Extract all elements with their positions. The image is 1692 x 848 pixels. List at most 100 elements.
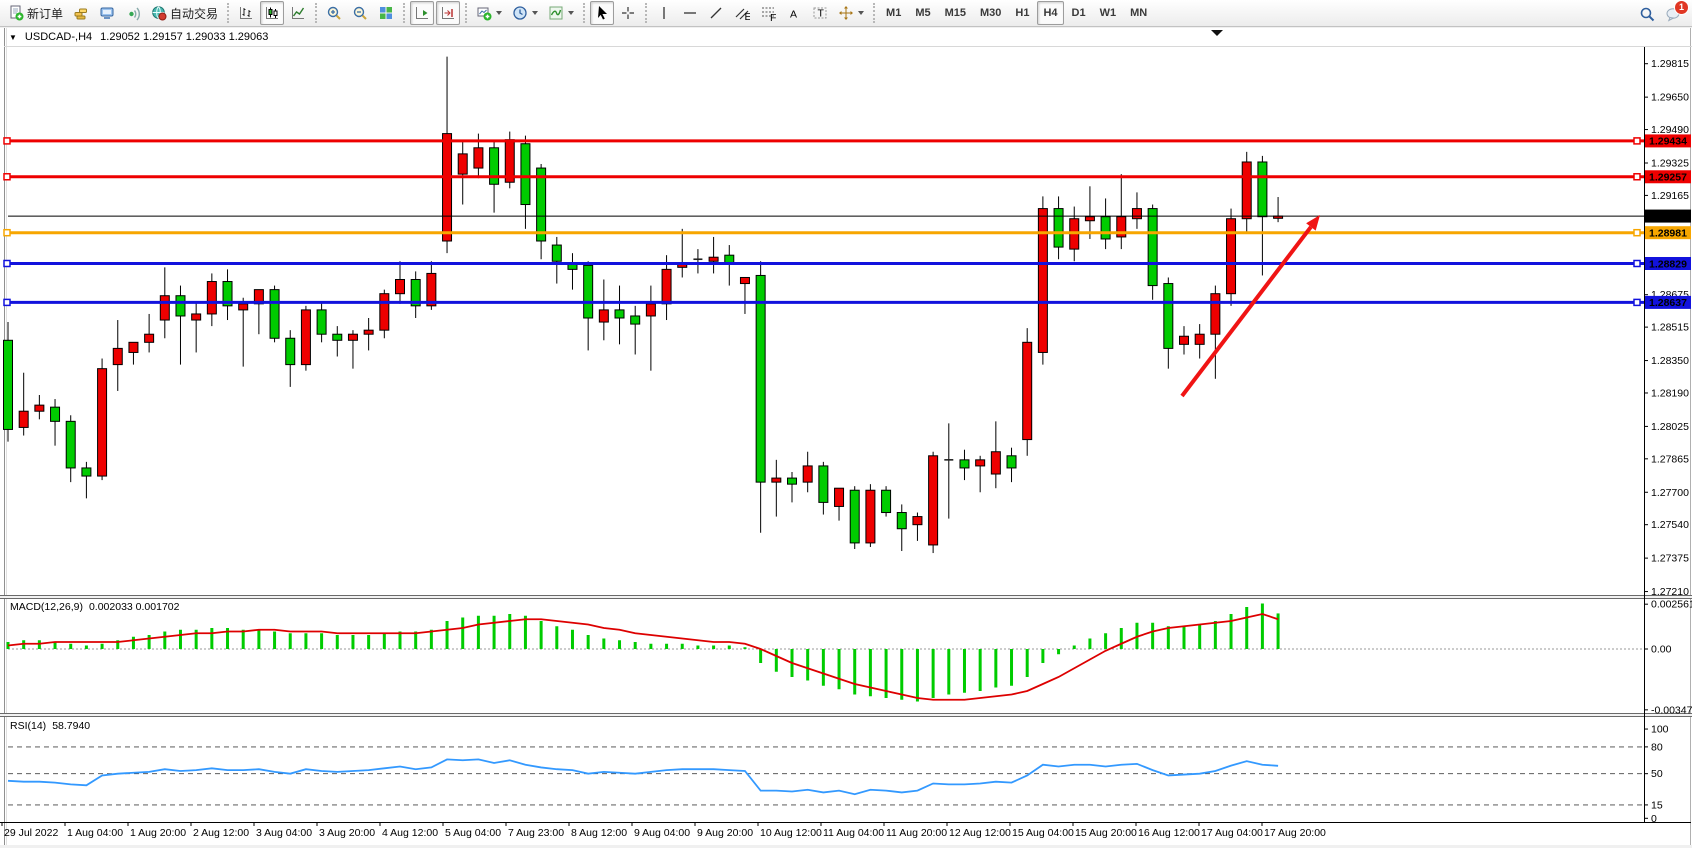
price-axis-label: 1.29650: [1651, 92, 1689, 104]
support-line-2-handle[interactable]: [1633, 298, 1641, 307]
candlestick-button[interactable]: [260, 1, 285, 25]
periods-button[interactable]: [508, 1, 542, 25]
resistance-line-2-handle[interactable]: [3, 173, 11, 181]
resistance-line-1-handle[interactable]: [3, 137, 11, 145]
search-button[interactable]: [1635, 2, 1659, 26]
toolbar-right-tools: 1: [1634, 0, 1689, 26]
trend-arrow[interactable]: [1180, 215, 1320, 398]
time-axis-label: 1 Aug 04:00: [67, 827, 123, 839]
tf-w1-button[interactable]: W1: [1094, 1, 1123, 25]
price-axis-label: 1.28190: [1651, 387, 1689, 399]
resistance-line-1-handle[interactable]: [1633, 137, 1641, 145]
candle: [787, 471, 797, 503]
chart-menu-icon[interactable]: ▼: [9, 32, 17, 42]
resistance-line-2-handle[interactable]: [1633, 173, 1641, 181]
crosshair-button[interactable]: [616, 1, 640, 25]
dropdown-caret-icon[interactable]: [568, 11, 575, 15]
candle: [410, 271, 421, 319]
time-axis-label: 10 Aug 12:00: [760, 827, 822, 839]
dropdown-caret-icon[interactable]: [496, 11, 503, 15]
tf-m5-button[interactable]: M5: [909, 1, 936, 25]
trend-arrow-shaft[interactable]: [1180, 225, 1313, 398]
indicators-button[interactable]: [544, 1, 578, 25]
tf-m30-button-label: M30: [980, 7, 1002, 19]
bear-candle-body: [1006, 455, 1017, 469]
bear-candle-body: [520, 143, 531, 206]
label-button[interactable]: T: [808, 1, 832, 25]
support-line-2[interactable]: [3, 298, 1644, 307]
time-axis-label: 11 Aug 04:00: [823, 827, 884, 839]
vertical-line-button[interactable]: [652, 1, 676, 25]
candle: [81, 461, 92, 499]
text-button[interactable]: A: [782, 1, 806, 25]
notifications-button[interactable]: 1: [1661, 0, 1689, 26]
bear-candle-body: [175, 295, 186, 317]
dropdown-caret-icon[interactable]: [858, 11, 865, 15]
zoom-in-button[interactable]: [322, 1, 346, 25]
tf-mn-button[interactable]: MN: [1124, 1, 1153, 25]
orange-level-line-handle[interactable]: [3, 228, 11, 237]
zoom-out-button[interactable]: [348, 1, 372, 25]
shapes-button[interactable]: [834, 1, 868, 25]
signals-button[interactable]: [121, 1, 145, 25]
tf-h1-button[interactable]: H1: [1009, 1, 1035, 25]
chart-shift-button[interactable]: [436, 1, 461, 25]
fibonacci-button[interactable]: F: [756, 1, 780, 25]
bear-candle-body: [285, 337, 296, 366]
chart-shift-marker-icon[interactable]: [1211, 30, 1223, 36]
tf-d1-button[interactable]: D1: [1066, 1, 1092, 25]
resistance-line-1[interactable]: [3, 137, 1644, 145]
pane-splitter[interactable]: [0, 595, 1692, 599]
orange-level-line[interactable]: [3, 228, 1644, 237]
tf-d1-button-label: D1: [1071, 7, 1086, 19]
pane-splitter[interactable]: [0, 713, 1692, 717]
rsi-axis-label: 80: [1651, 741, 1663, 753]
tf-m30-button[interactable]: M30: [974, 1, 1007, 25]
charts-button[interactable]: [69, 1, 93, 25]
price-axis-label: 1.27540: [1651, 519, 1689, 531]
support-line-1-handle[interactable]: [1633, 259, 1641, 268]
candle: [959, 449, 970, 481]
bar-chart-button[interactable]: [234, 1, 258, 25]
bear-candle-body: [81, 467, 92, 477]
support-line-1[interactable]: [3, 259, 1644, 268]
auto-scroll-button[interactable]: [410, 1, 435, 25]
trend-arrow-head[interactable]: [1306, 215, 1320, 231]
horizontal-line-button[interactable]: [678, 1, 702, 25]
support-line-1-handle[interactable]: [3, 259, 11, 268]
auto-scroll-icon: [414, 5, 430, 21]
resistance-line-2[interactable]: [3, 173, 1644, 181]
tf-h4-button[interactable]: H4: [1037, 1, 1064, 25]
tf-m15-button[interactable]: M15: [939, 1, 972, 25]
new-chart-button[interactable]: [472, 1, 506, 25]
tile-windows-button[interactable]: [374, 1, 398, 25]
candle: [363, 318, 374, 351]
bull-candle-body: [363, 329, 374, 335]
candle: [536, 164, 547, 260]
orange-level-line-handle[interactable]: [1633, 228, 1641, 237]
dropdown-caret-icon[interactable]: [532, 11, 539, 15]
price-axis-label: 1.27700: [1651, 487, 1689, 499]
tf-m1-button[interactable]: M1: [880, 1, 907, 25]
trendline-button[interactable]: [704, 1, 728, 25]
bull-candle-body: [238, 303, 249, 311]
new-order-button[interactable]: 新订单: [4, 1, 67, 25]
support-line-2-handle[interactable]: [3, 298, 11, 307]
candle: [1053, 196, 1064, 260]
bear-candle-body: [222, 281, 233, 307]
line-chart-button[interactable]: [286, 1, 310, 25]
cursor-button[interactable]: [590, 1, 615, 25]
autotrading-button[interactable]: 自动交易: [147, 1, 222, 25]
candle: [1179, 326, 1189, 355]
tf-mn-button-label: MN: [1130, 7, 1148, 19]
time-axis-label: 12 Aug 12:00: [949, 827, 1011, 839]
svg-text:1.29434: 1.29434: [1649, 136, 1687, 148]
candle: [739, 276, 750, 314]
bear-candle-body: [614, 309, 625, 319]
terminal-button[interactable]: [95, 1, 119, 25]
bear-candle-body: [959, 459, 970, 469]
channel-button[interactable]: E: [730, 1, 754, 25]
candle: [1084, 186, 1095, 239]
main-toolbar: 新订单 自动交易 E F A T M1 M5 M15 M30 H1 H4 D1 W1 MN: [0, 0, 1692, 27]
bear-candle-body: [65, 420, 76, 469]
